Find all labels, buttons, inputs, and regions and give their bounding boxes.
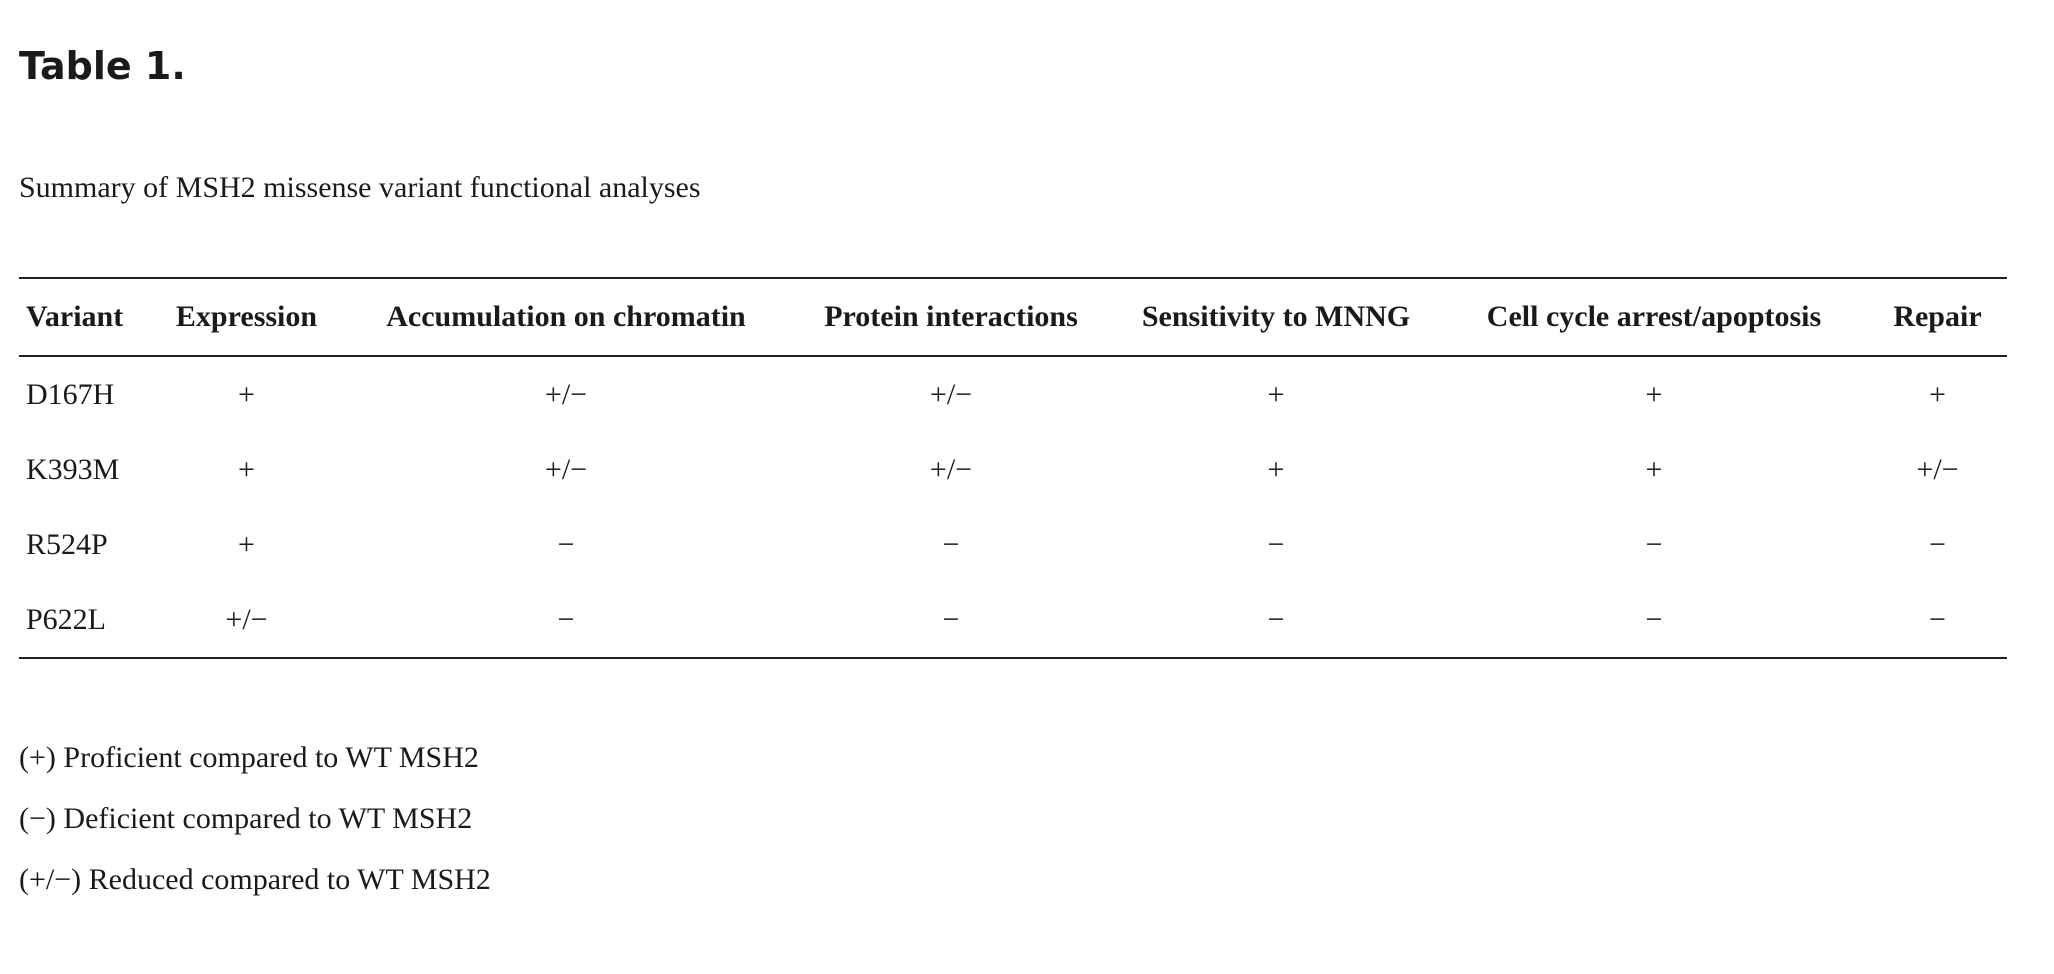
footnote: (+) Proficient compared to WT MSH2 [19, 741, 479, 774]
result-cell: +/− [929, 377, 973, 411]
result-cell: − [557, 527, 575, 561]
variant-cell: K393M [26, 452, 120, 486]
result-cell: − [1645, 602, 1663, 636]
table-header-row: Variant Expression Accumulation on chromat… [19, 278, 2007, 356]
table-row: R524P + − − − − − [19, 507, 2007, 582]
result-cell: + [1645, 452, 1663, 486]
column-header: Accumulation on chromatin [386, 300, 746, 333]
result-cell: − [1929, 602, 1946, 636]
table-row: D167H + +/− +/− + + + [19, 356, 2007, 432]
result-cell: +/− [929, 452, 973, 486]
column-header: Cell cycle arrest/apoptosis [1486, 300, 1822, 333]
result-cell: +/− [1916, 452, 1959, 486]
result-cell: − [1645, 527, 1663, 561]
result-cell: + [238, 377, 255, 411]
variant-table: Variant Expression Accumulation on chromat… [19, 277, 2007, 659]
table-row: P622L +/− − − − − − [19, 582, 2007, 658]
column-header: Sensitivity to MNNG [1141, 300, 1411, 333]
result-cell: +/− [225, 602, 268, 636]
footnotes: (+) Proficient compared to WT MSH2 (−) D… [19, 736, 491, 919]
table-row: K393M + +/− +/− + + +/− [19, 432, 2007, 507]
result-cell: + [1929, 377, 1946, 411]
result-cell: − [557, 602, 575, 636]
variant-cell: R524P [26, 527, 108, 561]
column-header: Expression [175, 300, 318, 333]
table-caption: Summary of MSH2 missense variant functio… [19, 171, 701, 204]
variant-cell: P622L [26, 602, 107, 636]
variant-cell: D167H [26, 377, 115, 411]
result-cell: +/− [544, 452, 588, 486]
result-cell: + [1267, 452, 1285, 486]
result-cell: + [238, 452, 255, 486]
column-header: Protein interactions [824, 300, 1078, 333]
result-cell: + [238, 527, 255, 561]
column-header: Repair [1893, 300, 1982, 333]
result-cell: +/− [544, 377, 588, 411]
result-cell: + [1645, 377, 1663, 411]
result-cell: − [1929, 527, 1946, 561]
result-cell: + [1267, 377, 1285, 411]
footnote: (−) Deficient compared to WT MSH2 [19, 802, 473, 835]
result-cell: − [1267, 527, 1285, 561]
table-body: D167H + +/− +/− + + + K393M + +/− +/− + + +/− R524P + − −… [19, 356, 2007, 658]
table-title: Table 1. [19, 44, 186, 88]
column-header: Variant [26, 300, 124, 333]
result-cell: − [1267, 602, 1285, 636]
result-cell: − [942, 602, 960, 636]
result-cell: − [942, 527, 960, 561]
footnote: (+/−) Reduced compared to WT MSH2 [19, 863, 491, 896]
